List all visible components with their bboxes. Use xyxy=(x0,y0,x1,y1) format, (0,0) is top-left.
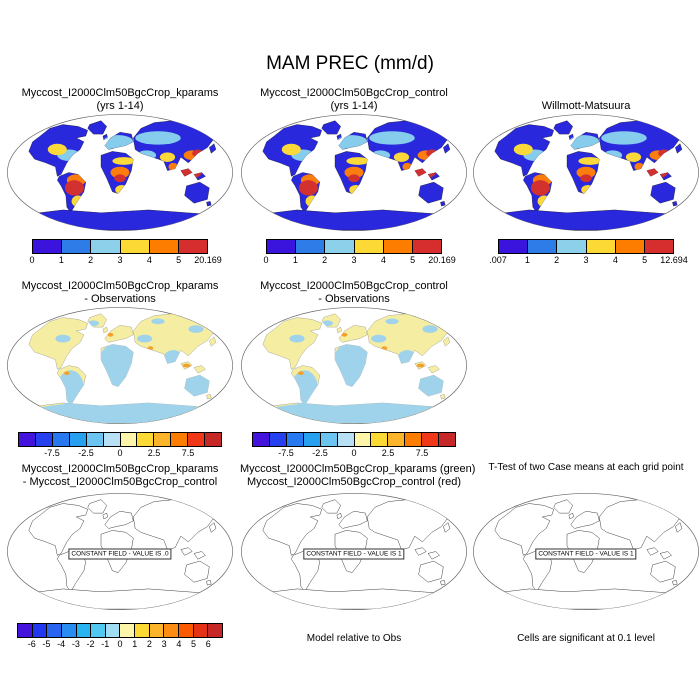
colorbar-ticks: -6 -5 -4 -3 -2 -1 0 1 2 3 4 5 6 xyxy=(27,639,211,649)
colorbar-kparams: 0 1 2 3 4 5 20.169 xyxy=(29,239,222,266)
panel-ttest: T-Test of two Case means at each grid po… xyxy=(472,462,700,644)
colorbar-swatches xyxy=(32,239,208,254)
colorbar-control: 0 1 2 3 4 5 20.169 xyxy=(263,239,456,266)
colorbar-ticks: -7.5 -2.5 0 2.5 7.5 xyxy=(278,448,429,458)
world-map-kparams-minus-obs xyxy=(6,306,234,425)
constant-field-label: CONSTANT FIELD - VALUE IS 1 xyxy=(303,548,405,560)
world-map-control-minus-obs xyxy=(240,306,468,425)
world-map-kparams-minus-control: CONSTANT FIELD - VALUE IS .0 xyxy=(6,492,234,611)
colorbar-ticks: 0 1 2 3 4 5 20.169 xyxy=(263,255,456,265)
figure-title: MAM PREC (mm/d) xyxy=(266,53,434,74)
colorbar-ticks: .007 1 2 3 4 5 12.694 xyxy=(489,255,688,265)
colorbar-swatches xyxy=(17,623,223,638)
panel-title-line2: - Observations xyxy=(318,292,390,305)
world-map-ttest: CONSTANT FIELD - VALUE IS 1 xyxy=(472,492,700,611)
colorbar-ticks: 0 1 2 3 4 5 20.169 xyxy=(29,255,222,265)
panel-title-line1: T-Test of two Case means at each grid po… xyxy=(488,462,684,473)
panel-control: Myccost_I2000Clm50BgcCrop_control (yrs 1… xyxy=(240,86,468,266)
panel-observations: Willmott-Matsuura .007 1 2 3 4 5 12.694 xyxy=(472,86,700,266)
panel-kparams-minus-obs: Myccost_I2000Clm50BgcCrop_kparams - Obse… xyxy=(6,279,234,459)
panel-title-line1: Myccost_I2000Clm50BgcCrop_control xyxy=(260,87,448,99)
colorbar-swatches xyxy=(252,432,456,447)
panel-title: Myccost_I2000Clm50BgcCrop_control (yrs 1… xyxy=(240,86,468,112)
panel-caption: Cells are significant at 0.1 level xyxy=(517,633,655,644)
panel-model-vs-obs: Myccost_I2000Clm50BgcCrop_kparams (green… xyxy=(240,462,476,644)
colorbar-control-minus-obs: -7.5 -2.5 0 2.5 7.5 xyxy=(252,432,456,459)
world-map-model-vs-obs: CONSTANT FIELD - VALUE IS 1 xyxy=(240,492,468,611)
panel-kparams-minus-control: Myccost_I2000Clm50BgcCrop_kparams - Mycc… xyxy=(6,462,234,650)
panel-kparams: Myccost_I2000Clm50BgcCrop_kparams (yrs 1… xyxy=(6,86,234,266)
panel-title: Myccost_I2000Clm50BgcCrop_control - Obse… xyxy=(240,279,468,305)
colorbar-swatches xyxy=(266,239,442,254)
panel-title-line1: Myccost_I2000Clm50BgcCrop_control xyxy=(260,280,448,292)
panel-title: Myccost_I2000Clm50BgcCrop_kparams - Mycc… xyxy=(6,462,234,488)
panel-title: T-Test of two Case means at each grid po… xyxy=(472,462,700,488)
panel-title-line1: Myccost_I2000Clm50BgcCrop_kparams xyxy=(21,87,219,99)
panel-control-minus-obs: Myccost_I2000Clm50BgcCrop_control - Obse… xyxy=(240,279,468,459)
panel-title-line1: Willmott-Matsuura xyxy=(541,99,631,112)
constant-field-label: CONSTANT FIELD - VALUE IS 1 xyxy=(535,548,637,560)
panel-title: Willmott-Matsuura xyxy=(472,86,700,112)
colorbar-observations: .007 1 2 3 4 5 12.694 xyxy=(489,239,688,266)
colorbar-swatches xyxy=(498,239,674,254)
colorbar-kparams-minus-control: -6 -5 -4 -3 -2 -1 0 1 2 3 4 5 6 xyxy=(17,623,223,650)
panel-title-line2: Myccost_I2000Clm50BgcCrop_control (red) xyxy=(247,475,461,488)
panel-caption: Model relative to Obs xyxy=(306,633,402,644)
panel-title-line1: Myccost_I2000Clm50BgcCrop_kparams xyxy=(21,463,219,475)
panel-title-line2: - Observations xyxy=(84,292,156,305)
panel-title-line2: (yrs 1-14) xyxy=(330,99,378,112)
colorbar-swatches xyxy=(18,432,222,447)
panel-title-line1: Myccost_I2000Clm50BgcCrop_kparams (green… xyxy=(240,463,476,475)
panel-title: Myccost_I2000Clm50BgcCrop_kparams - Obse… xyxy=(6,279,234,305)
colorbar-ticks: -7.5 -2.5 0 2.5 7.5 xyxy=(44,448,195,458)
panel-title-line2: - Myccost_I2000Clm50BgcCrop_control xyxy=(22,475,218,488)
panel-title-line1: Myccost_I2000Clm50BgcCrop_kparams xyxy=(21,280,219,292)
world-map-observations xyxy=(472,113,700,232)
panel-title: Myccost_I2000Clm50BgcCrop_kparams (yrs 1… xyxy=(6,86,234,112)
panel-title: Myccost_I2000Clm50BgcCrop_kparams (green… xyxy=(240,462,476,488)
colorbar-kparams-minus-obs: -7.5 -2.5 0 2.5 7.5 xyxy=(18,432,222,459)
world-map-kparams xyxy=(6,113,234,232)
world-map-control xyxy=(240,113,468,232)
panel-title-line2: (yrs 1-14) xyxy=(96,99,144,112)
constant-field-label: CONSTANT FIELD - VALUE IS .0 xyxy=(68,548,172,560)
